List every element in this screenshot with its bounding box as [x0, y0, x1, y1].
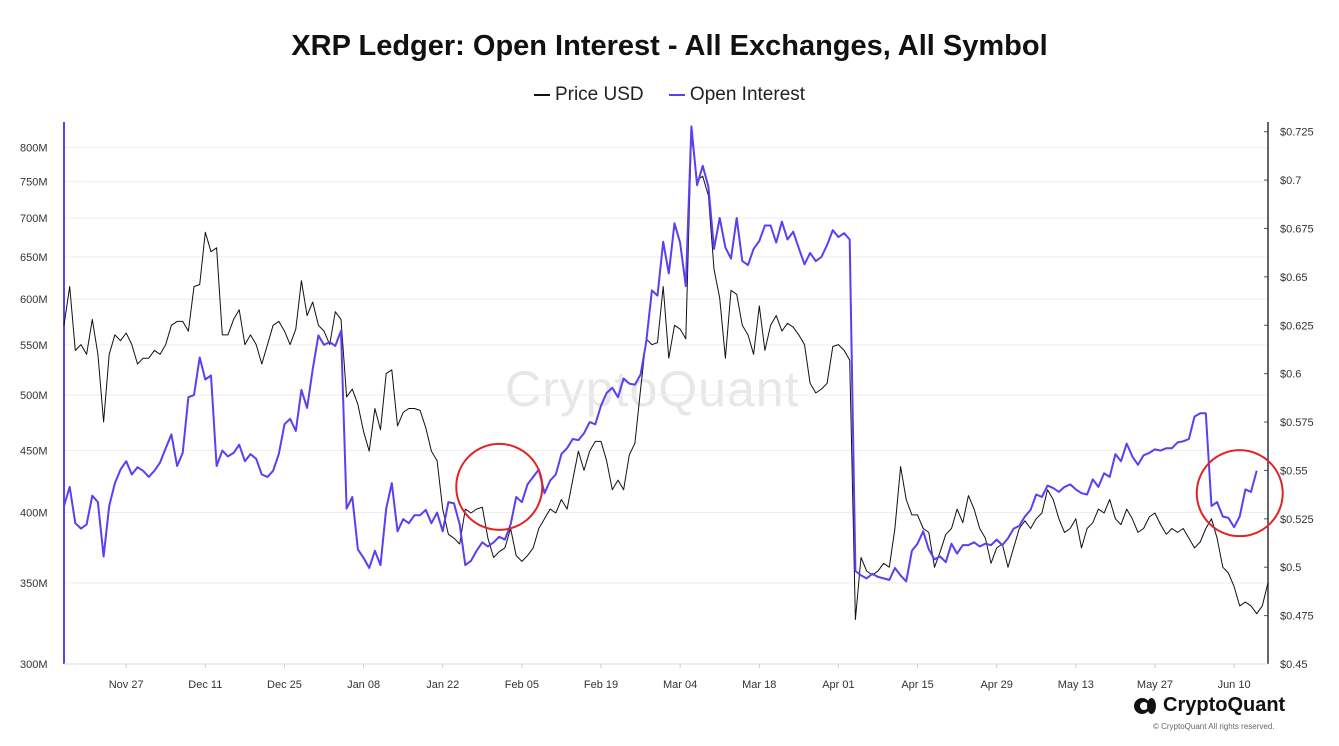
- y-right-tick-label: $0.45: [1280, 659, 1308, 671]
- x-tick-label: Dec 11: [188, 679, 222, 691]
- copyright-text: © CryptoQuant All rights reserved.: [1153, 722, 1275, 731]
- y-right-tick-label: $0.65: [1280, 272, 1308, 284]
- y-left-tick-label: 300M: [20, 659, 48, 671]
- brand-name: CryptoQuant: [1163, 694, 1286, 716]
- x-tick-label: Mar 04: [663, 679, 697, 691]
- x-tick-label: Apr 01: [822, 679, 854, 691]
- y-left-tick-label: 650M: [20, 252, 48, 264]
- y-right-tick-label: $0.675: [1280, 223, 1314, 235]
- x-tick-label: May 27: [1137, 679, 1173, 691]
- y-left-tick-label: 750M: [20, 177, 48, 189]
- y-right-tick-label: $0.55: [1280, 465, 1308, 477]
- x-tick-label: Mar 18: [742, 679, 776, 691]
- cryptoquant-logo-icon: [1134, 697, 1156, 714]
- x-tick-label: Feb 05: [505, 679, 539, 691]
- legend-swatch-price: [533, 94, 550, 96]
- y-right-tick-label: $0.5: [1280, 562, 1301, 574]
- y-left-tick-label: 400M: [20, 508, 48, 520]
- x-tick-label: May 13: [1058, 679, 1094, 691]
- x-tick-label: Jan 22: [426, 679, 459, 691]
- y-left-tick-label: 500M: [20, 390, 48, 402]
- x-tick-label: Feb 19: [584, 679, 618, 691]
- x-tick-label: Apr 15: [901, 679, 933, 691]
- y-right-tick-label: $0.525: [1280, 514, 1314, 526]
- legend-swatch-open-interest: [668, 94, 685, 96]
- y-right-tick-label: $0.625: [1280, 320, 1314, 332]
- y-right-tick-label: $0.575: [1280, 417, 1314, 429]
- x-tick-label: Nov 27: [109, 679, 144, 691]
- legend-label-open-interest: Open Interest: [689, 84, 806, 105]
- annotation-circle: [455, 442, 544, 531]
- y-left-tick-label: 550M: [20, 340, 48, 352]
- legend-item-price[interactable]: Price USD: [533, 84, 644, 106]
- x-tick-label: Jan 08: [347, 679, 380, 691]
- series-line-open-interest: [63, 125, 1258, 583]
- x-tick-label: Jun 10: [1218, 679, 1251, 691]
- y-left-tick-label: 700M: [20, 213, 48, 225]
- y-right-tick-label: $0.475: [1280, 611, 1314, 623]
- x-tick-label: Apr 29: [980, 679, 1012, 691]
- chart-title: XRP Ledger: Open Interest - All Exchange…: [291, 30, 1048, 62]
- y-right-tick-label: $0.725: [1280, 127, 1314, 139]
- y-left-tick-label: 800M: [20, 143, 48, 155]
- y-left-tick-label: 450M: [20, 446, 48, 458]
- y-left-tick-label: 600M: [20, 294, 48, 306]
- legend: Price USD Open Interest: [0, 80, 1339, 106]
- y-right-tick-label: $0.6: [1280, 369, 1301, 381]
- y-right-tick-label: $0.7: [1280, 175, 1301, 187]
- x-tick-label: Dec 25: [267, 679, 302, 691]
- series-line-price: [63, 135, 1269, 620]
- brand-logo: CryptoQuant: [1133, 694, 1285, 717]
- legend-item-open-interest[interactable]: Open Interest: [668, 84, 806, 106]
- y-left-tick-label: 350M: [20, 578, 48, 590]
- watermark: CryptoQuant: [505, 361, 800, 417]
- legend-label-price: Price USD: [554, 84, 644, 105]
- annotation-circle: [1195, 449, 1284, 538]
